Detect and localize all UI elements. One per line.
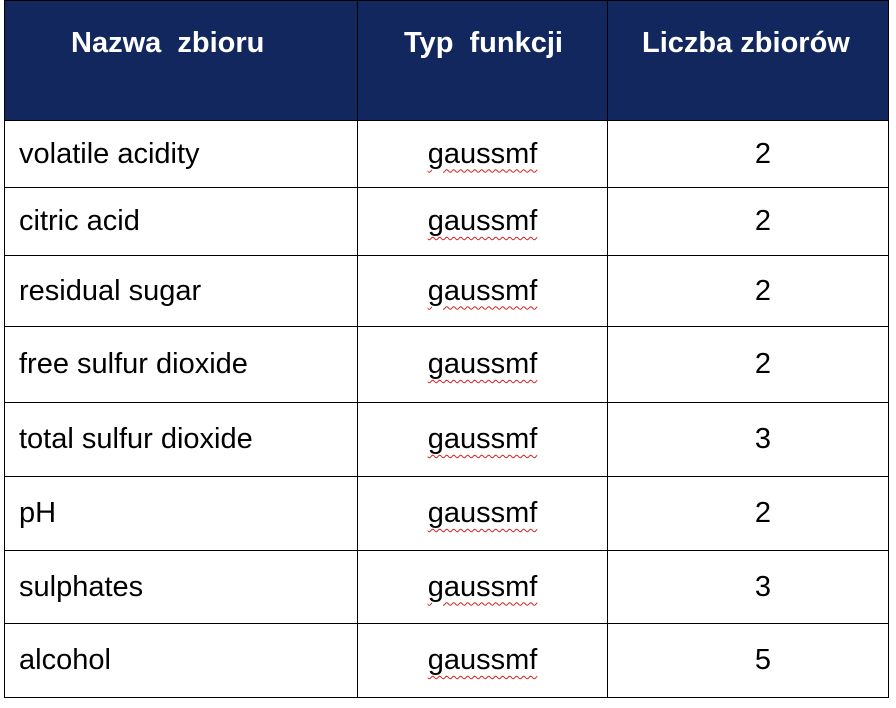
table-row: sulphates gaussmf 3 [4, 550, 889, 624]
cell-set-count: 2 [607, 187, 889, 256]
cell-set-count: 5 [607, 623, 889, 698]
cell-set-name: total sulfur dioxide [4, 402, 358, 477]
table-row: total sulfur dioxide gaussmf 3 [4, 402, 889, 477]
table-row: pH gaussmf 2 [4, 476, 889, 551]
cell-function-type: gaussmf [357, 402, 608, 477]
function-type-text: gaussmf [427, 423, 538, 455]
cell-function-type: gaussmf [357, 187, 608, 256]
cell-function-type: gaussmf [357, 255, 608, 327]
cell-function-type: gaussmf [357, 326, 608, 403]
function-type-text: gaussmf [427, 137, 538, 170]
cell-function-type: gaussmf [357, 550, 608, 624]
cell-set-count: 3 [607, 402, 889, 477]
cell-set-name: pH [4, 476, 358, 551]
cell-set-count: 2 [607, 476, 889, 551]
table-header-row: Nazwa zbioru Typ funkcji Liczba zbiorów [4, 0, 889, 121]
fuzzy-sets-table-container: Nazwa zbioru Typ funkcji Liczba zbiorów … [4, 0, 889, 698]
function-type-text: gaussmf [427, 274, 538, 307]
function-type-text: gaussmf [427, 205, 538, 237]
header-set-name: Nazwa zbioru [4, 0, 358, 121]
table-row: alcohol gaussmf 5 [4, 623, 889, 698]
fuzzy-sets-table: Nazwa zbioru Typ funkcji Liczba zbiorów … [4, 0, 889, 698]
cell-set-count: 2 [607, 120, 889, 188]
function-type-text: gaussmf [427, 570, 538, 603]
cell-set-name: citric acid [4, 187, 358, 256]
function-type-text: gaussmf [427, 497, 538, 529]
cell-set-name: volatile acidity [4, 120, 358, 188]
cell-set-count: 2 [607, 326, 889, 403]
cell-set-name: alcohol [4, 623, 358, 698]
cell-set-name: sulphates [4, 550, 358, 624]
function-type-text: gaussmf [427, 644, 538, 676]
cell-function-type: gaussmf [357, 120, 608, 188]
cell-function-type: gaussmf [357, 476, 608, 551]
table-row: citric acid gaussmf 2 [4, 187, 889, 256]
cell-set-name: residual sugar [4, 255, 358, 327]
table-row: residual sugar gaussmf 2 [4, 255, 889, 327]
cell-set-name: free sulfur dioxide [4, 326, 358, 403]
cell-function-type: gaussmf [357, 623, 608, 698]
cell-set-count: 3 [607, 550, 889, 624]
function-type-text: gaussmf [427, 348, 538, 380]
header-set-count: Liczba zbiorów [607, 0, 889, 121]
cell-set-count: 2 [607, 255, 889, 327]
table-row: volatile acidity gaussmf 2 [4, 120, 889, 188]
table-row: free sulfur dioxide gaussmf 2 [4, 326, 889, 403]
header-function-type: Typ funkcji [357, 0, 608, 121]
